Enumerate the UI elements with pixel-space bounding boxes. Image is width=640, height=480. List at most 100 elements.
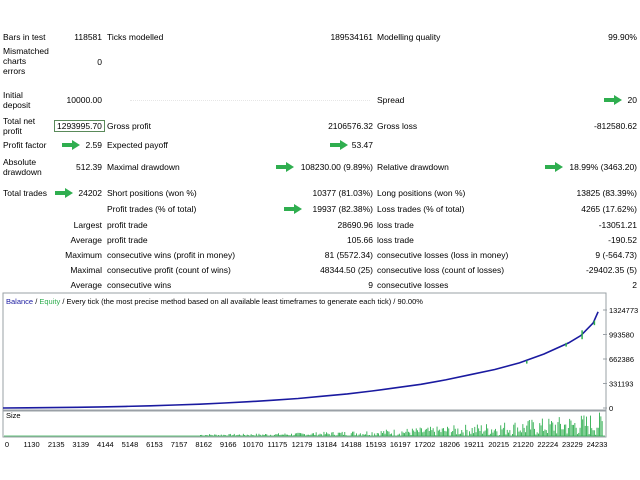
y-tick-label: 993580 xyxy=(609,330,634,339)
size-bar xyxy=(352,431,353,436)
average-consec-profit-value: 9 xyxy=(368,280,373,290)
x-tick-label: 4144 xyxy=(97,440,114,449)
absolute-drawdown-value: 512.39 xyxy=(76,162,102,172)
largest-profit-value: 28690.96 xyxy=(337,220,373,230)
short-positions-label: Short positions (won %) xyxy=(107,188,197,198)
size-bar xyxy=(434,431,435,436)
maximal-loss-label: consecutive loss (count of losses) xyxy=(377,265,505,275)
dotted-separator xyxy=(130,100,370,101)
size-bar xyxy=(387,431,389,436)
average-consec-loss-value: 2 xyxy=(632,280,637,290)
size-bar xyxy=(391,433,392,436)
size-bar xyxy=(573,424,574,436)
size-bar xyxy=(431,430,433,436)
size-bar xyxy=(205,435,207,436)
size-bar xyxy=(586,416,587,436)
average-consec-loss-label: consecutive losses xyxy=(377,280,449,290)
size-bar xyxy=(229,433,231,436)
size-bar xyxy=(374,433,376,436)
size-bar xyxy=(301,433,303,436)
x-tick-label: 3139 xyxy=(72,440,89,449)
size-bar xyxy=(578,432,580,436)
size-bar xyxy=(327,433,329,436)
size-bar xyxy=(232,435,234,436)
profit-trades-label: Profit trades (% of total) xyxy=(107,204,197,214)
chart-legend: Balance / Equity / Every tick (the most … xyxy=(6,297,423,306)
gross-profit-label: Gross profit xyxy=(107,121,151,131)
size-bar xyxy=(521,432,522,436)
size-bar xyxy=(582,419,584,436)
size-bar xyxy=(457,428,459,436)
size-bar xyxy=(323,431,325,436)
maximal-label: Maximal xyxy=(70,265,102,275)
size-bar xyxy=(315,432,317,436)
size-bar xyxy=(223,434,225,436)
size-bar xyxy=(528,420,530,436)
size-bar xyxy=(512,434,513,436)
size-bar xyxy=(439,429,441,436)
size-bar xyxy=(343,434,344,436)
size-bar xyxy=(209,434,210,436)
size-bar xyxy=(255,433,257,436)
size-bar xyxy=(279,435,281,436)
size-bar xyxy=(263,435,265,436)
size-bar xyxy=(365,434,366,436)
size-bar xyxy=(218,435,220,436)
size-label: Size xyxy=(6,411,21,420)
legend-equity: Equity xyxy=(39,297,60,306)
largest-profit-label: profit trade xyxy=(107,220,148,230)
size-bar xyxy=(297,432,299,436)
size-bar xyxy=(487,428,489,436)
size-bar xyxy=(270,434,272,436)
size-bar xyxy=(540,425,542,436)
bars-in-test-value: 118581 xyxy=(74,32,102,42)
size-bar xyxy=(437,430,439,436)
loss-trades-label: Loss trades (% of total) xyxy=(377,204,465,214)
size-bar xyxy=(258,433,260,436)
size-bar xyxy=(565,424,567,436)
total-trades-label: Total trades xyxy=(3,188,47,198)
maximal-profit-value: 48344.50 (25) xyxy=(320,265,373,275)
size-bar xyxy=(583,415,585,436)
size-bar xyxy=(275,434,277,436)
legend-rest: / Every tick (the most precise method ba… xyxy=(60,297,423,306)
size-bar xyxy=(362,434,364,436)
size-bar xyxy=(461,430,463,436)
size-bar xyxy=(341,431,343,436)
maximal-profit-label: consecutive profit (count of wins) xyxy=(107,265,231,275)
size-bar xyxy=(356,433,357,436)
x-tick-label: 9166 xyxy=(220,440,237,449)
maximal-loss-value: -29402.35 (5) xyxy=(585,265,637,275)
size-bar xyxy=(366,431,368,436)
size-bar xyxy=(564,424,565,436)
size-bar xyxy=(333,434,335,436)
size-bar xyxy=(499,435,500,436)
size-bar xyxy=(558,417,560,436)
size-bar xyxy=(590,415,591,436)
x-tick-label: 5148 xyxy=(122,440,139,449)
size-bar xyxy=(551,421,552,436)
size-bar xyxy=(331,432,333,436)
x-tick-label: 10170 xyxy=(242,440,263,449)
x-tick-label: 13184 xyxy=(316,440,337,449)
size-bar xyxy=(562,429,564,436)
size-bar xyxy=(492,432,494,436)
size-bar xyxy=(522,424,524,436)
maximum-label: Maximum xyxy=(65,250,102,260)
size-bar xyxy=(358,434,360,436)
size-bar xyxy=(337,432,339,436)
profit-factor-label: Profit factor xyxy=(3,140,47,150)
size-bar xyxy=(567,428,569,436)
short-positions-value: 10377 (81.03%) xyxy=(312,188,374,198)
size-bar xyxy=(376,433,378,436)
size-bar xyxy=(517,427,519,436)
arrow-right-icon xyxy=(276,162,294,172)
largest-loss-label: loss trade xyxy=(377,220,414,230)
size-bar xyxy=(579,427,581,436)
size-bar xyxy=(265,434,266,436)
total-trades-value: 24202 xyxy=(78,188,102,198)
legend-balance: Balance xyxy=(6,297,33,306)
size-bar xyxy=(574,423,576,436)
size-bar xyxy=(454,428,456,436)
size-bar xyxy=(409,432,411,436)
